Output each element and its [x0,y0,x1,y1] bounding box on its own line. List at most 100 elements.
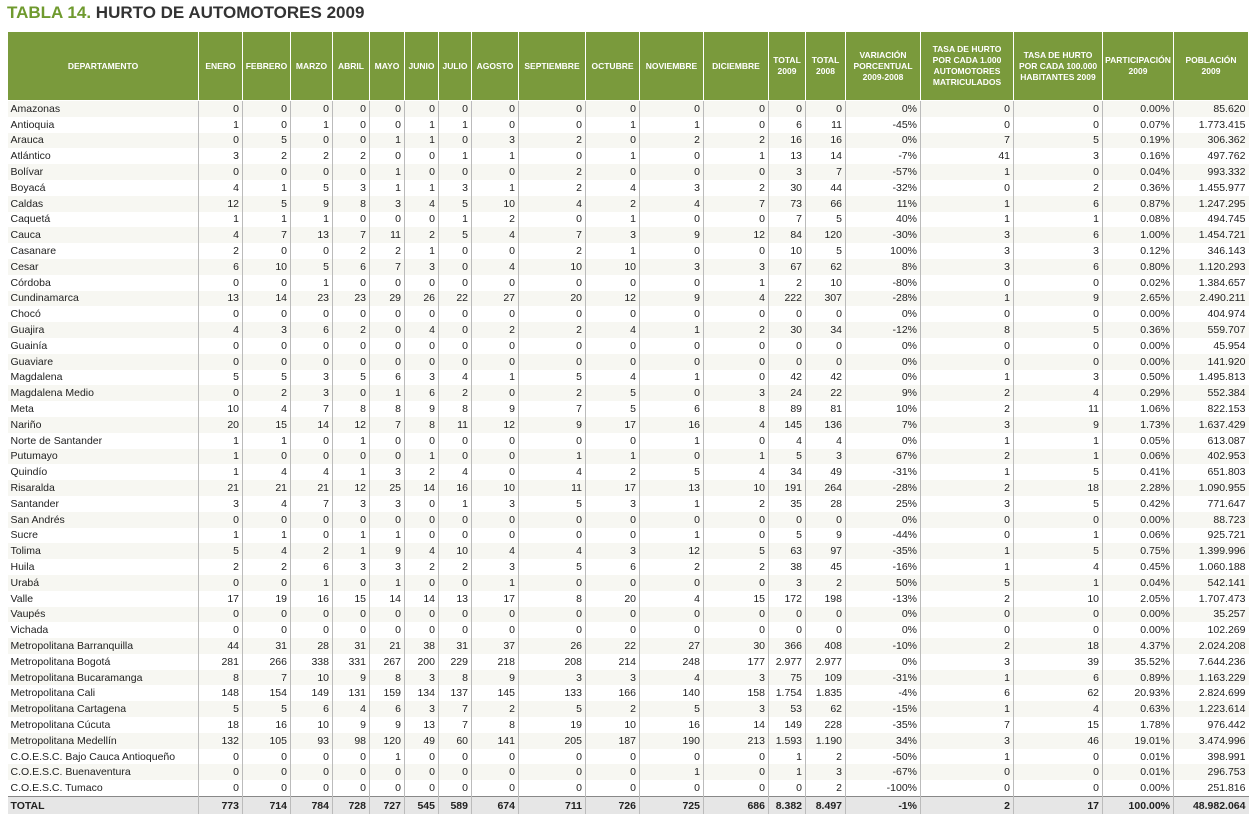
value-cell: 0 [404,432,439,449]
value-cell: 0 [585,274,640,291]
value-cell: 5 [1013,543,1103,560]
value-cell: 0 [369,211,405,228]
value-cell: 2 [920,638,1014,654]
value-cell: 0 [703,369,769,386]
table-row: Metropolitana Cali 148 154 149 131 159 134 137 1… [8,685,1249,702]
value-cell: 0 [198,274,243,291]
value-cell: 3 [805,448,846,465]
value-cell: 6 [585,559,640,575]
value-cell: 2 [768,274,806,291]
value-cell: 0 [369,322,405,338]
value-cell: 0 [639,448,704,465]
department-cell: Antioquia [10,118,55,131]
value-cell: 0.19% [1102,132,1174,149]
value-cell: 0 [404,511,439,528]
table-row: Norte de Santander 1 1 0 1 0 0 0 0 0 0 1 0 4 4 0% 1 1 0.05… [8,432,1249,449]
value-cell: 0 [585,780,640,797]
value-cell: 35.257 [1173,606,1249,623]
value-cell: 35.52% [1102,653,1174,670]
value-cell: 1 [290,574,333,591]
value-cell: 9 [639,290,704,307]
value-cell: 1 [438,116,472,133]
value-cell: 3 [404,701,439,718]
value-cell: 0 [290,132,333,149]
value-cell: 66 [805,195,846,212]
value-cell: 17 [585,416,640,433]
value-cell: 0 [471,780,519,797]
value-cell: 93 [290,732,333,749]
value-cell: 8 [438,401,472,417]
value-cell: 0 [404,100,439,117]
table-row: Meta 10 4 7 8 8 9 8 9 7 5 6 8 89 81 10% 2 11 1.06% 822.153 [8,401,1249,417]
department-cell: Metropolitana Cartagena [7,701,199,718]
value-cell: 20 [198,416,243,433]
value-cell: 6 [639,401,704,417]
title-text: HURTO DE AUTOMOTORES 2009 [95,3,365,22]
value-cell: 0 [703,432,769,449]
value-cell: 3 [585,543,640,560]
value-cell: 0.63% [1102,701,1174,718]
value-cell: 159 [369,685,405,702]
value-cell: 149 [768,717,806,733]
value-cell: 366 [768,638,806,654]
column-header: TOTAL 2009 [768,31,806,101]
value-cell: 6 [1013,227,1103,244]
value-cell: 0 [438,353,472,370]
value-cell: 402.953 [1173,448,1249,465]
value-cell: 7 [920,132,1014,149]
value-cell: 3 [369,559,405,575]
value-cell: 5 [198,543,243,560]
value-cell: 0 [332,448,370,465]
value-cell: -15% [845,701,921,718]
value-cell: 0 [290,306,333,323]
value-cell: 16 [768,132,806,149]
value-cell: 15 [1013,717,1103,733]
value-cell: 0 [518,622,586,639]
value-cell: 0 [198,622,243,639]
value-cell: 1 [471,148,519,165]
value-cell: 0 [639,574,704,591]
value-cell: 158 [703,685,769,702]
table-row: Metropolitana Bogotá 281 266 338 331 267 200 22… [8,653,1249,670]
value-cell: 0 [1013,606,1103,623]
value-cell: 0 [703,100,769,117]
value-cell: 1 [1013,211,1103,228]
value-cell: 7 [518,227,586,244]
value-cell: 0 [198,353,243,370]
value-cell: 4 [518,195,586,212]
value-cell: 16 [639,416,704,433]
table-row: C.O.E.S.C. Tumaco 0 0 0 0 0 0 0 0 0 0 0 0 0 2 -100% 0 0 0.… [8,780,1249,797]
value-cell: 17 [198,590,243,607]
value-cell: 0 [369,606,405,623]
value-cell: 0 [242,306,291,323]
table-row: Metropolitana Bucaramanga 8 7 10 9 8 3 8 9 3 3 4 3 75… [7,669,1249,686]
value-cell: 0 [438,748,472,765]
value-cell: 88.723 [1173,511,1249,528]
value-cell: 1 [1013,527,1103,544]
value-cell: 1 [369,748,405,765]
title: TABLA 14. HURTO DE AUTOMOTORES 2009 [7,3,364,23]
value-cell: 10 [703,480,769,496]
table-row: Valle 17 19 16 15 14 14 13 17 8 20 4 15 172 198 -13% 2 10… [8,590,1249,607]
value-cell: 46 [1013,732,1103,749]
value-cell: 2 [920,385,1014,402]
value-cell: 14 [242,290,291,307]
table-row: Magdalena 5 5 3 5 6 3 4 1 5 4 1 0 42 42 0% 1 3 0.50% 1.495.… [8,369,1249,386]
value-cell: 1 [585,116,640,133]
value-cell: 3 [639,258,704,275]
value-cell: 4 [242,543,291,560]
value-cell: 1 [369,132,405,149]
total-cell: 2 [920,796,1014,815]
value-cell: 0 [805,306,846,323]
value-cell: 4 [471,543,519,560]
value-cell: 0 [703,353,769,370]
value-cell: 4 [639,195,704,212]
value-cell: 0 [920,337,1014,354]
value-cell: 31 [332,638,370,654]
value-cell: 0 [703,748,769,765]
value-cell: 3 [585,669,640,686]
value-cell: 0 [768,353,806,370]
value-cell: 0 [290,337,333,354]
department-cell: Quindío [10,466,48,479]
value-cell: 2 [518,132,586,149]
